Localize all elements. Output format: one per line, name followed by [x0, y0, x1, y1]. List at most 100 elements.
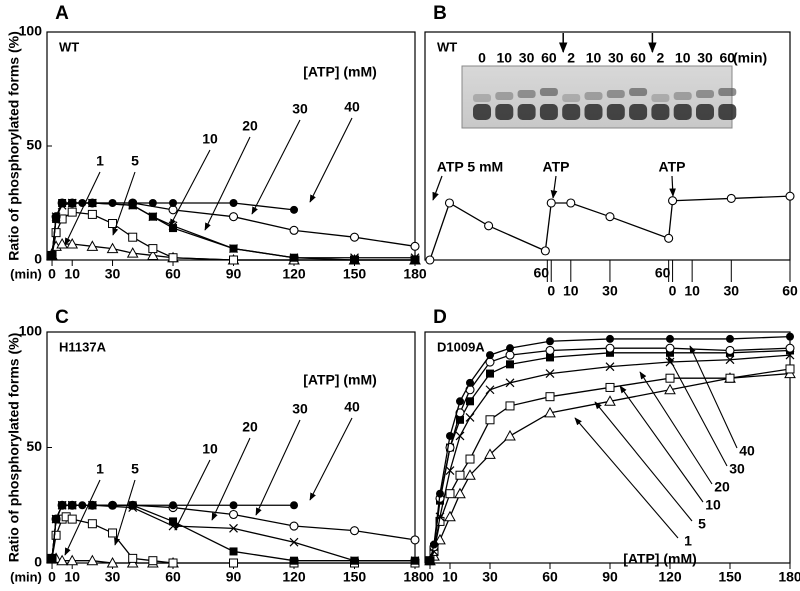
gel-band — [673, 92, 692, 100]
data-point — [445, 466, 455, 476]
gel-band — [606, 90, 625, 98]
data-point — [466, 397, 474, 406]
data-point — [147, 249, 159, 260]
gel-band — [584, 92, 603, 100]
data-point — [108, 528, 118, 538]
data-point — [540, 246, 550, 256]
gel-band — [495, 104, 514, 120]
panel-label: D1009A — [437, 339, 485, 354]
data-point — [546, 198, 556, 208]
legend-title: [ATP] (mM) — [303, 64, 377, 80]
data-point — [290, 501, 299, 510]
data-point — [289, 253, 299, 263]
data-point — [466, 378, 474, 387]
data-point — [48, 251, 57, 260]
y-tick-label: 100 — [19, 323, 43, 339]
data-point — [486, 351, 494, 360]
data-point — [229, 547, 238, 556]
data-point — [410, 535, 420, 545]
y-tick-label: 50 — [26, 438, 42, 454]
y-axis-label: Ratio of phosphorylated forms (%) — [6, 333, 22, 562]
data-point — [605, 343, 615, 353]
gel-unit: (min) — [733, 50, 767, 66]
gel-band — [629, 88, 648, 96]
gel-lane-label: 60 — [630, 50, 646, 66]
series-line — [429, 349, 791, 561]
data-point — [126, 247, 139, 258]
data-point — [410, 241, 420, 251]
series-label: 5 — [131, 461, 139, 477]
data-point — [169, 517, 178, 526]
data-point — [464, 469, 476, 480]
data-point — [290, 556, 299, 565]
gel-band — [473, 94, 491, 102]
x-tick-label: 90 — [226, 569, 242, 585]
data-point — [108, 501, 117, 510]
data-point — [666, 348, 674, 357]
panel-letter: A — [55, 3, 69, 24]
gel-lane-label: 30 — [608, 50, 624, 66]
x-tick-label: 30 — [105, 569, 121, 585]
data-point — [228, 212, 239, 222]
data-point — [664, 233, 674, 243]
data-point — [128, 501, 137, 510]
label-arrow — [251, 119, 301, 215]
x-tick-label: 30 — [482, 569, 498, 585]
annotation: ATP 5 mM — [437, 159, 503, 175]
series-label: 40 — [344, 399, 360, 415]
x-tick-label: 120 — [658, 569, 682, 585]
gel-band — [696, 104, 714, 120]
series-line — [51, 516, 415, 564]
data-point — [289, 537, 299, 547]
data-point — [349, 232, 360, 242]
data-point — [168, 253, 178, 263]
x-tick-label: 30 — [105, 266, 121, 282]
gel-band — [495, 92, 514, 100]
x-tick-label: 180 — [778, 569, 800, 585]
data-point — [87, 209, 97, 219]
data-point — [128, 232, 138, 242]
series-label: 30 — [729, 461, 745, 477]
plot-frame — [424, 31, 791, 261]
data-point — [725, 373, 735, 383]
x-tick-label: 10 — [442, 569, 458, 585]
x-tick-label: 30 — [723, 283, 739, 299]
data-point — [504, 429, 516, 441]
series-label: 30 — [292, 101, 308, 117]
data-point — [148, 212, 158, 222]
x-tick-label: 10 — [684, 283, 700, 299]
x-tick-label: 90 — [226, 266, 242, 282]
data-point — [785, 343, 795, 353]
gel-band — [629, 104, 648, 120]
data-point — [350, 556, 359, 566]
y-tick-label: 50 — [26, 137, 42, 153]
x-tick-label: 150 — [343, 266, 367, 282]
gel-band — [673, 104, 692, 120]
label-arrow — [204, 136, 251, 231]
legend-title: [ATP] (mM) — [623, 551, 697, 567]
gel-band — [539, 88, 558, 96]
gel-lane-label: 10 — [497, 50, 513, 66]
data-point — [606, 348, 614, 357]
data-point — [668, 196, 678, 206]
x-tick-label: 0 — [669, 283, 677, 299]
x-tick-label: 180 — [403, 266, 427, 282]
data-point — [48, 554, 57, 563]
series-label: 10 — [202, 131, 218, 147]
gel-lane-label: 30 — [519, 50, 535, 66]
data-point — [66, 554, 79, 566]
x-tick-label: 150 — [343, 569, 367, 585]
data-point — [290, 205, 299, 214]
series-label: 10 — [202, 441, 218, 457]
series-label: 1 — [96, 153, 104, 169]
data-point — [605, 382, 615, 392]
panel-label: WT — [437, 39, 457, 54]
series-label: 20 — [242, 118, 258, 134]
data-point — [785, 191, 795, 201]
x-tick-label: 0 — [48, 266, 56, 282]
data-point — [545, 369, 555, 379]
series-label: 1 — [684, 533, 692, 549]
data-point — [229, 255, 239, 265]
y-axis-label: Ratio of phosphorylated forms (%) — [6, 31, 22, 260]
data-point — [68, 501, 77, 510]
